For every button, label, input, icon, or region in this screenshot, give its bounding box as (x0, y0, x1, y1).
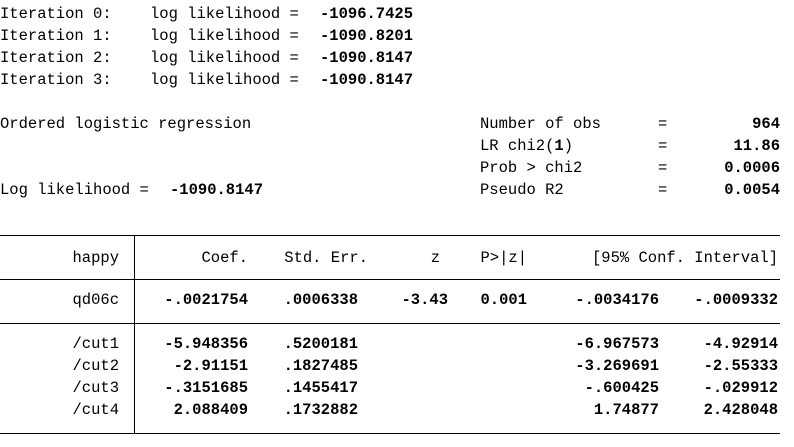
iteration-label: Iteration 3: (0, 71, 112, 89)
model-title: Ordered logistic regression (0, 115, 252, 133)
row-coef: -2.91151 (173, 357, 248, 375)
row-ci-low: -3.269691 (575, 357, 659, 375)
iteration-value: -1090.8147 (320, 71, 414, 89)
table-top-rule (0, 235, 780, 236)
p-header: P>|z| (480, 249, 527, 267)
stat-value: 11.86 (733, 137, 780, 155)
stat-label: Number of obs (480, 115, 601, 133)
row-p: 0.001 (480, 291, 527, 309)
log-likelihood-label: Log likelihood = (0, 181, 159, 199)
stat-label: Prob > chi2 (480, 159, 583, 177)
row-ci-low: -6.967573 (575, 335, 659, 353)
iteration-text: log likelihood = (150, 49, 309, 67)
iteration-text: log likelihood = (150, 5, 309, 23)
iteration-value: -1090.8201 (320, 27, 414, 45)
table-header-rule (0, 279, 780, 280)
stat-label-df: 1 (554, 137, 564, 155)
iteration-label: Iteration 0: (0, 5, 112, 23)
stat-label-prefix: LR chi2( (480, 137, 555, 155)
stat-label: LR chi2(1) (480, 135, 573, 157)
iteration-value: -1096.7425 (320, 5, 414, 23)
row-ci-high: 2.428048 (703, 401, 778, 419)
row-variable-name: /cut1 (72, 335, 119, 353)
table-column-separator (134, 235, 135, 434)
row-coef: -5.948356 (164, 335, 248, 353)
stat-equals: = (658, 181, 668, 199)
z-header: z (430, 249, 440, 267)
row-ci-high: -.0009332 (694, 291, 778, 309)
stat-value: 0.0054 (724, 181, 780, 199)
stat-label-suffix: ) (563, 137, 574, 155)
iteration-label: Iteration 2: (0, 49, 112, 67)
row-se: .1732882 (283, 401, 358, 419)
row-variable-name: qd06c (72, 291, 119, 309)
ci-header: [95% Conf. Interval] (591, 249, 778, 267)
stat-value: 964 (752, 115, 780, 133)
row-z: -3.43 (401, 291, 448, 309)
row-se: .0006338 (283, 291, 358, 309)
row-coef: 2.088409 (173, 401, 248, 419)
row-ci-low: -.0034176 (575, 291, 659, 309)
table-bottom-rule (0, 433, 780, 434)
iteration-text: log likelihood = (150, 27, 309, 45)
table-section-rule (0, 323, 780, 324)
stat-equals: = (658, 159, 668, 177)
iteration-value: -1090.8147 (320, 49, 414, 67)
iteration-label: Iteration 1: (0, 27, 112, 45)
se-header: Std. Err. (284, 249, 368, 267)
row-se: .1827485 (283, 357, 358, 375)
stat-equals: = (658, 137, 668, 155)
iteration-text: log likelihood = (150, 71, 309, 89)
depvar-header: happy (72, 249, 119, 267)
row-ci-high: -2.55333 (703, 357, 778, 375)
row-variable-name: /cut3 (72, 379, 119, 397)
row-ci-high: -4.92914 (703, 335, 778, 353)
row-coef: -.3151685 (164, 379, 248, 397)
row-se: .1455417 (283, 379, 358, 397)
row-ci-low: -.600425 (584, 379, 659, 397)
row-coef: -.0021754 (164, 291, 248, 309)
stat-label: Pseudo R2 (480, 181, 564, 199)
row-se: .5200181 (283, 335, 358, 353)
coef-header: Coef. (201, 249, 248, 267)
stat-equals: = (658, 115, 668, 133)
row-ci-low: 1.74877 (593, 401, 659, 419)
row-ci-high: -.029912 (703, 379, 778, 397)
row-variable-name: /cut4 (72, 401, 119, 419)
stat-value: 0.0006 (724, 159, 780, 177)
log-likelihood-value: -1090.8147 (170, 181, 264, 199)
row-variable-name: /cut2 (72, 357, 119, 375)
